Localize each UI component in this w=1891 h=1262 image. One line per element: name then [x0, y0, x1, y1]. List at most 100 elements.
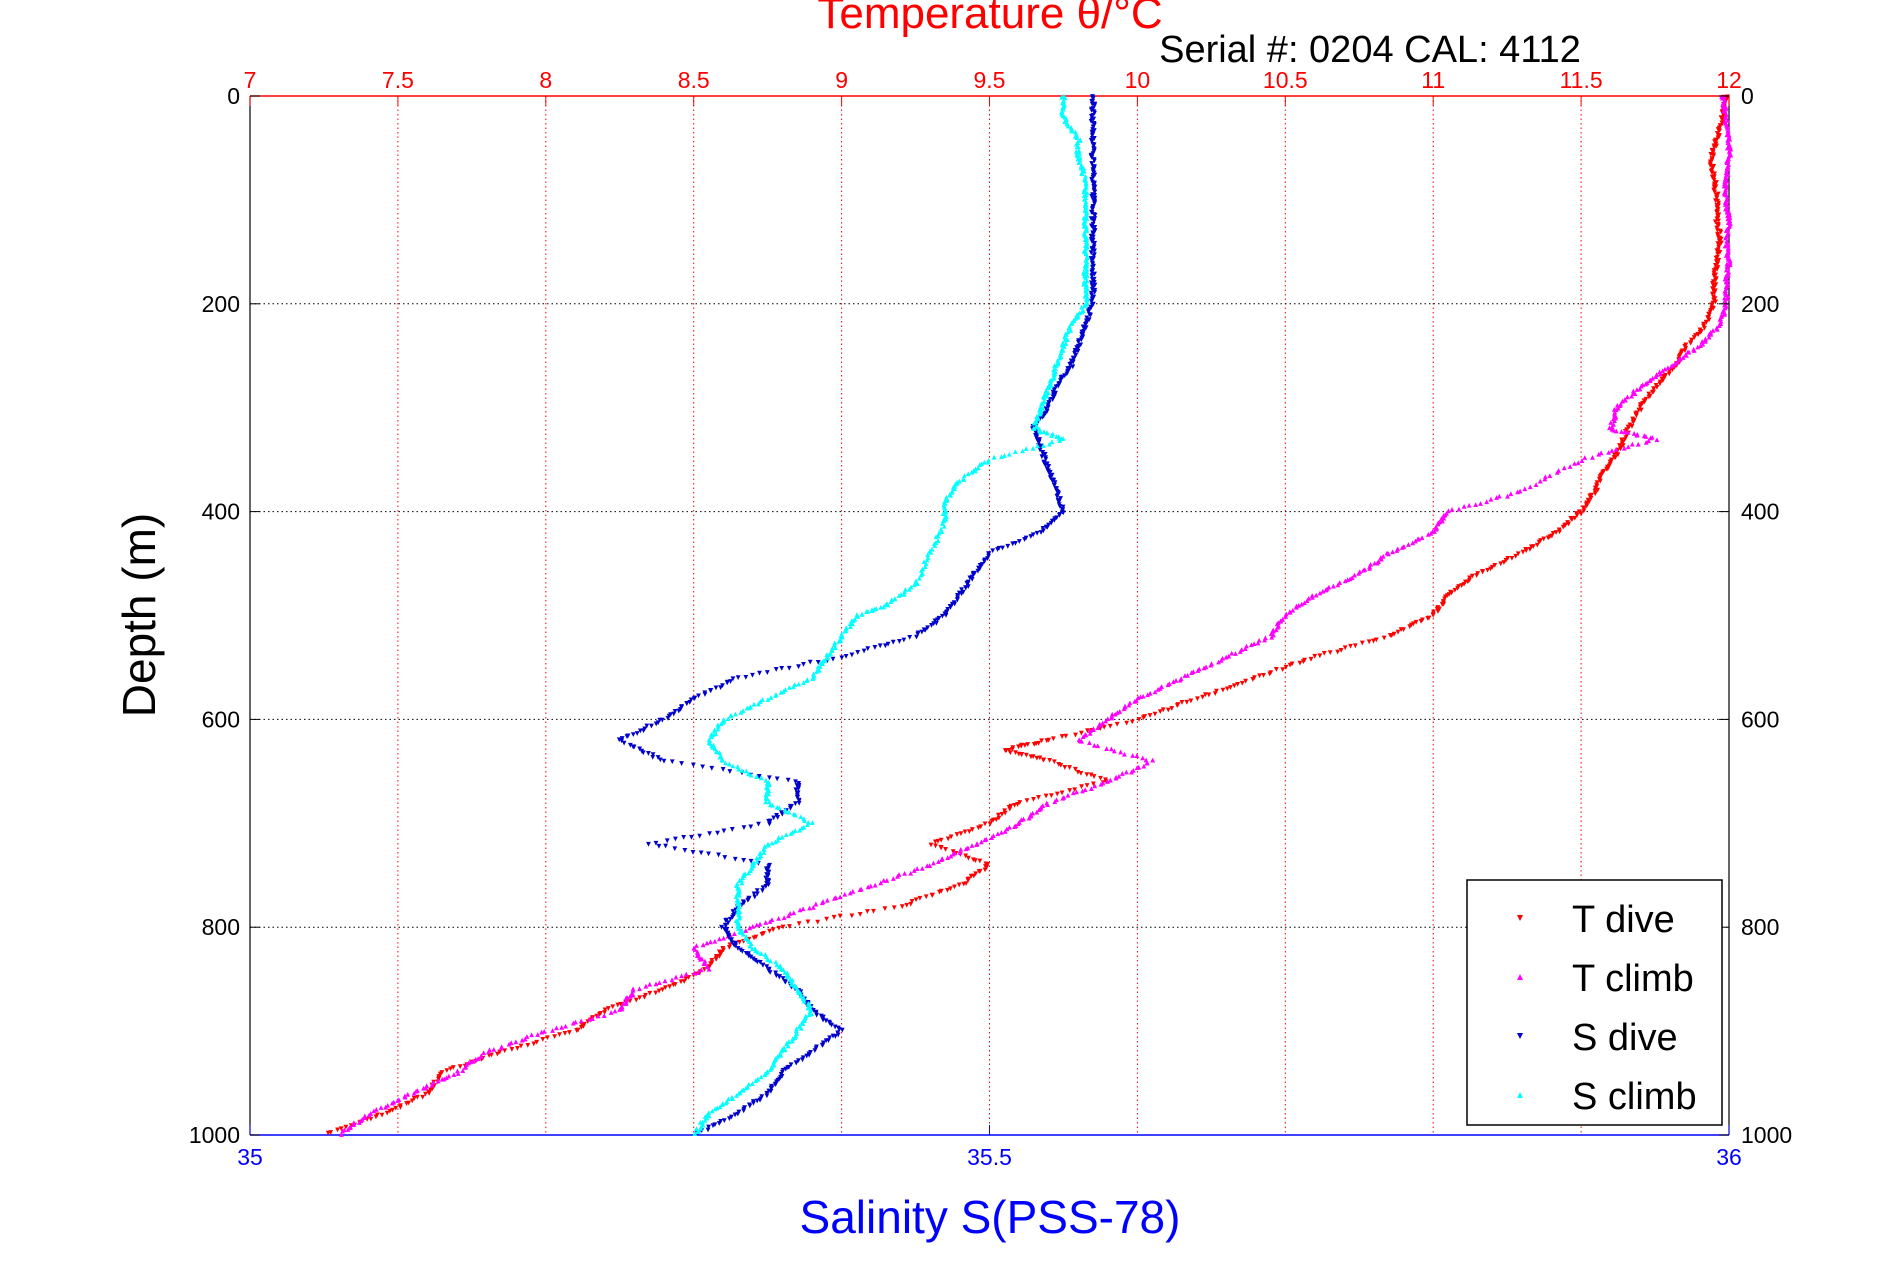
data-point [1485, 567, 1490, 573]
data-point [754, 922, 760, 928]
data-point [1515, 551, 1521, 557]
data-point [395, 1098, 401, 1103]
data-point [762, 1072, 768, 1078]
data-point [1182, 673, 1188, 678]
data-point [641, 728, 646, 734]
data-point [1352, 572, 1357, 578]
data-point [1456, 506, 1462, 512]
data-point [1220, 687, 1226, 693]
data-point [1550, 530, 1556, 536]
data-point [1413, 538, 1418, 544]
data-point [1473, 502, 1479, 507]
data-point [1121, 706, 1127, 712]
data-point [444, 1068, 450, 1074]
data-point [734, 1092, 739, 1098]
data-point [1323, 587, 1329, 593]
data-point [1044, 393, 1050, 399]
data-point [797, 827, 803, 833]
data-point [1030, 754, 1036, 760]
data-point [1083, 178, 1089, 183]
data-point [1067, 765, 1072, 770]
data-point [1722, 178, 1728, 184]
data-point [1088, 250, 1094, 256]
data-point [1074, 141, 1079, 147]
data-point [783, 979, 788, 985]
data-point [1725, 213, 1730, 219]
data-point [725, 920, 731, 926]
data-point [1636, 407, 1642, 413]
left-tick-label: 600 [202, 706, 240, 732]
data-point [1054, 493, 1060, 499]
data-point [785, 1065, 791, 1071]
data-point [681, 979, 687, 984]
data-point [976, 825, 981, 831]
data-point [1430, 612, 1436, 618]
data-point [1091, 136, 1097, 141]
data-point [1092, 229, 1098, 234]
data-point [1061, 344, 1067, 349]
data-point [959, 587, 964, 593]
data-point [1235, 682, 1241, 687]
data-point [712, 938, 718, 944]
data-point [704, 940, 710, 946]
data-point [691, 970, 697, 976]
data-point [1079, 738, 1084, 744]
data-point [1070, 364, 1076, 370]
data-point [757, 699, 763, 704]
data-point [723, 1100, 729, 1106]
data-point [760, 888, 765, 894]
data-point [1044, 430, 1050, 436]
data-point [869, 608, 875, 613]
data-point [698, 1123, 704, 1129]
data-point [802, 1016, 808, 1022]
data-point [1121, 751, 1127, 757]
data-point [1609, 448, 1615, 453]
data-point [743, 1085, 749, 1091]
data-point [1711, 268, 1717, 273]
data-point [1063, 733, 1069, 739]
data-point [715, 830, 720, 836]
data-point [812, 1048, 818, 1054]
data-point [829, 648, 835, 653]
data-point [1680, 355, 1686, 360]
data-point [1560, 524, 1566, 530]
data-point [770, 927, 776, 933]
data-point [985, 861, 991, 867]
data-point [913, 897, 919, 903]
data-point [1702, 325, 1707, 331]
data-point [764, 881, 770, 886]
data-point [707, 831, 712, 837]
data-point [1273, 627, 1279, 633]
data-point [1002, 453, 1007, 458]
data-point [1214, 688, 1219, 694]
data-point [1090, 124, 1096, 130]
data-point [1569, 517, 1575, 523]
data-point [1134, 753, 1140, 758]
data-point [1037, 447, 1043, 453]
data-point [1114, 721, 1120, 727]
data-point [801, 998, 807, 1004]
data-point [741, 825, 747, 831]
data-point [786, 913, 791, 919]
data-point [719, 924, 724, 930]
data-point [630, 992, 636, 998]
data-point [1455, 585, 1461, 591]
data-point [1203, 692, 1208, 698]
data-point [922, 564, 928, 570]
data-point [1030, 445, 1036, 451]
data-point [736, 923, 742, 929]
data-point [774, 962, 780, 968]
data-point [768, 695, 774, 700]
data-point [709, 734, 714, 740]
data-point [646, 841, 651, 847]
data-point [1449, 507, 1455, 512]
data-point [716, 852, 721, 858]
data-point [1016, 744, 1021, 750]
data-point [806, 1012, 812, 1018]
legend: T dive T climb S dive S climb [1466, 879, 1723, 1126]
legend-marker [1517, 974, 1523, 980]
left-axis-ticks: 0 200 400 600 800 1000 [189, 83, 260, 1148]
data-point [1387, 633, 1393, 638]
data-point [739, 948, 745, 954]
data-point [1726, 153, 1732, 159]
